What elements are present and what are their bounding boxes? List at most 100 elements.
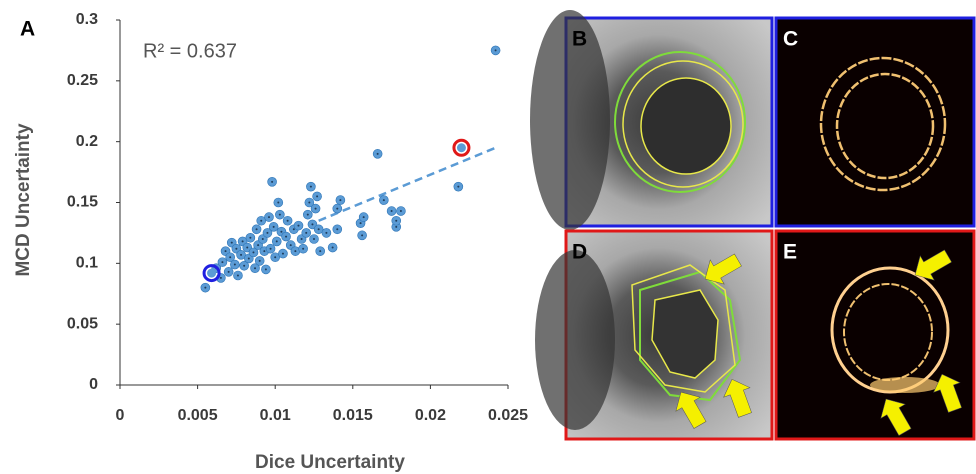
point-center [285, 235, 288, 238]
y-tick-label: 0.2 [76, 133, 98, 150]
y-tick-label: 0.1 [76, 255, 98, 272]
point-center [319, 250, 322, 253]
point-center [278, 213, 281, 216]
trendline [318, 146, 497, 222]
point-center [305, 231, 308, 234]
y-tick-label: 0.05 [67, 315, 98, 332]
point-center [263, 250, 266, 253]
x-tick-label: 0.005 [178, 407, 218, 424]
arrow [914, 249, 952, 281]
point-center [274, 256, 277, 259]
point-center [267, 216, 270, 219]
highlight-point [207, 268, 217, 278]
point-center [309, 185, 312, 188]
point-center [361, 234, 364, 237]
arrow [675, 391, 707, 429]
x-tick-label: 0.01 [260, 407, 291, 424]
point-center [395, 225, 398, 228]
contour [819, 56, 947, 192]
point-center [390, 210, 393, 213]
y-axis-title: MCD Uncertainty [13, 123, 34, 277]
panel-label: D [572, 241, 587, 264]
point-center [302, 247, 305, 250]
arrows [675, 249, 962, 436]
y-tick-label: 0.3 [76, 11, 98, 28]
point-center [241, 240, 244, 243]
point-center [313, 238, 315, 240]
point-center [292, 228, 295, 231]
point-center [300, 238, 303, 240]
panel-label: C [783, 28, 798, 51]
point-center [240, 253, 243, 256]
highlight-ring [202, 264, 221, 283]
point-center [294, 250, 297, 253]
point-center [272, 225, 275, 228]
x-axis-title: Dice Uncertainty [255, 452, 405, 473]
point-center [297, 224, 300, 227]
point-center [281, 252, 284, 255]
x-tick-label: 0.02 [415, 407, 446, 424]
point-center [254, 267, 257, 270]
point-center [224, 250, 227, 253]
point-center [359, 222, 362, 225]
point-center [289, 244, 292, 247]
point-center [336, 207, 339, 210]
point-center [204, 286, 207, 289]
annotation: R² = 0.637 [143, 40, 237, 62]
point-center [260, 219, 263, 222]
contour [651, 289, 719, 379]
point-center [376, 152, 379, 155]
contour [639, 270, 742, 402]
point-center [258, 259, 261, 262]
point-center [264, 268, 267, 271]
arrow [704, 253, 742, 285]
point-center [243, 264, 246, 267]
point-center [221, 261, 224, 264]
image-panels [530, 10, 976, 441]
panel-label: B [572, 28, 587, 51]
point-center [235, 247, 238, 250]
point-center [382, 199, 385, 202]
point-center [275, 240, 278, 243]
point-center [269, 247, 272, 250]
y-tick-label: 0.25 [67, 72, 98, 89]
arrow [933, 373, 962, 413]
shadow [535, 250, 615, 430]
point-center [227, 270, 230, 273]
point-center [494, 49, 497, 52]
point-center [277, 201, 280, 204]
contour [622, 60, 744, 188]
point-center [308, 201, 311, 204]
point-center [266, 231, 269, 234]
point-center [255, 228, 258, 231]
point-center [230, 241, 233, 244]
point-center [252, 251, 255, 254]
point-center [316, 195, 319, 198]
point-center [336, 228, 339, 231]
point-center [236, 274, 239, 277]
y-tick-label: 0.15 [67, 194, 98, 211]
contour [835, 72, 935, 180]
x-tick-label: 0.025 [488, 407, 528, 424]
point-center [325, 231, 328, 234]
panel-label: A [20, 18, 35, 41]
point-center [457, 185, 460, 188]
point-center [399, 210, 402, 213]
point-center [247, 257, 250, 260]
panel-label: E [783, 241, 797, 264]
highlight-point [456, 143, 466, 153]
y-tick-label: 0 [89, 376, 98, 393]
x-tick-label: 0 [116, 407, 125, 424]
uncertainty-panel [774, 16, 976, 228]
point-center [219, 276, 222, 279]
contour [631, 264, 736, 393]
point-center [249, 236, 252, 239]
point-center [314, 207, 317, 210]
arrow [880, 398, 912, 436]
point-center [261, 238, 264, 240]
point-center [286, 219, 289, 222]
point-center [311, 223, 314, 226]
point-center [317, 228, 320, 231]
point-center [246, 246, 249, 249]
